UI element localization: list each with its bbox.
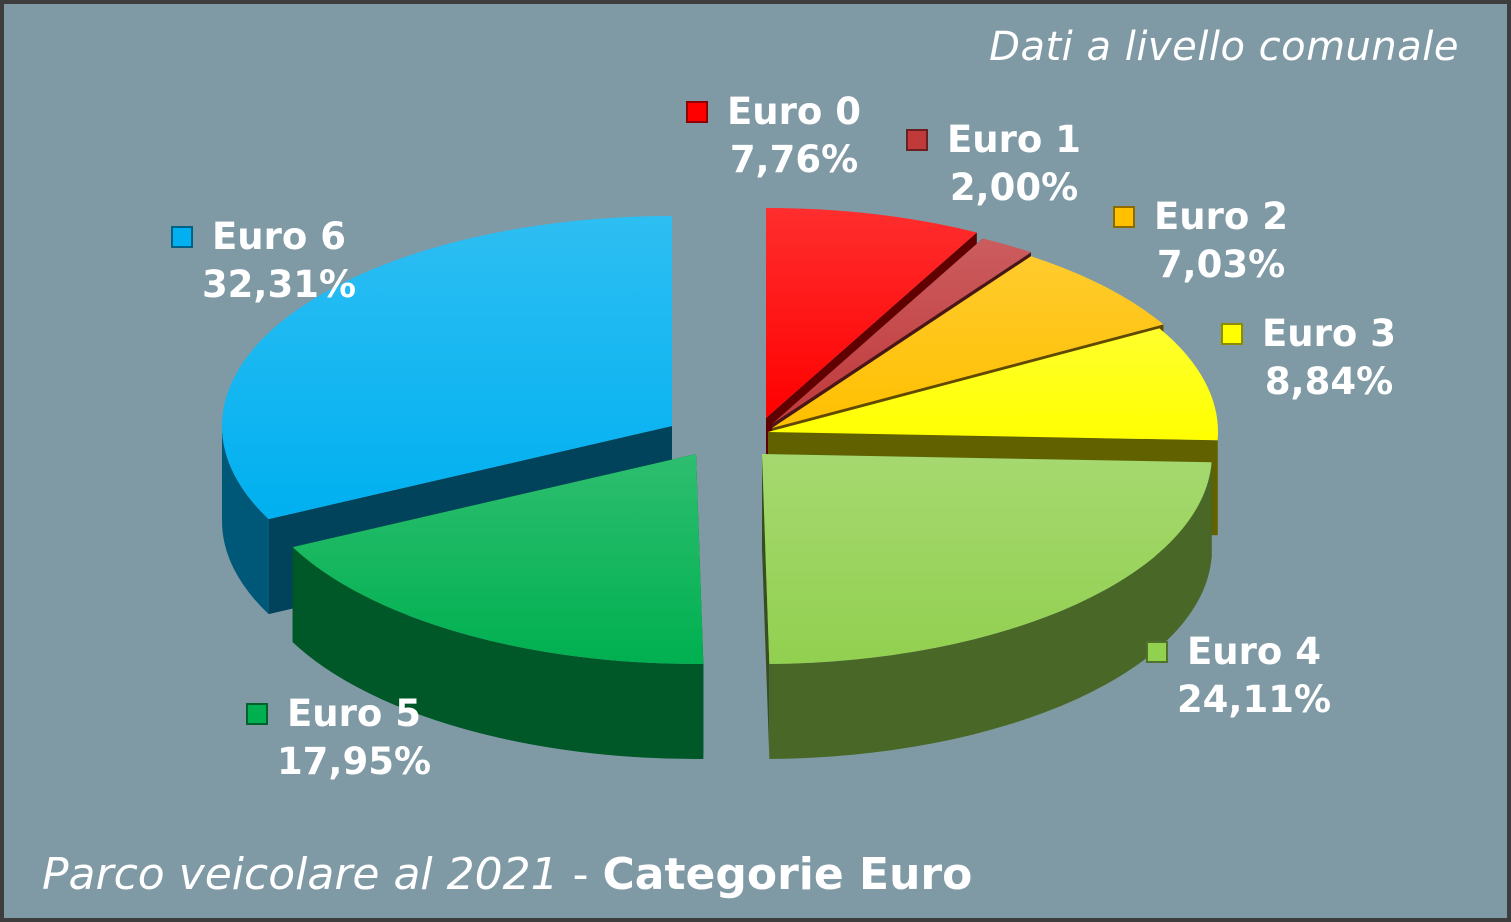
chart-title-strong: Categorie Euro xyxy=(602,849,973,900)
label-euro-0: Euro 0 7,76% xyxy=(686,90,861,181)
legend-marker-euro-2 xyxy=(1113,206,1135,228)
legend-marker-euro-1 xyxy=(906,129,928,151)
legend-marker-euro-6 xyxy=(171,226,193,248)
label-name-euro-5: Euro 5 xyxy=(287,692,421,735)
chart-title: Parco veicolare al 2021 - Categorie Euro xyxy=(42,849,972,900)
label-euro-1: Euro 1 2,00% xyxy=(906,118,1081,209)
label-name-euro-6: Euro 6 xyxy=(212,215,346,258)
pie-slice-euro-5-wall xyxy=(292,547,704,759)
label-name-euro-1: Euro 1 xyxy=(947,118,1081,161)
label-value-euro-2: 7,03% xyxy=(1157,243,1285,286)
pie-slice-euro-3-shine xyxy=(768,328,1218,441)
pie-slice-euro-4-side-1 xyxy=(762,454,770,759)
label-euro-2: Euro 2 7,03% xyxy=(1113,195,1288,286)
label-euro-4: Euro 4 24,11% xyxy=(1146,630,1331,721)
label-value-euro-6: 32,31% xyxy=(202,263,356,306)
legend-marker-euro-0 xyxy=(686,101,708,123)
chart-title-separator: - xyxy=(572,849,589,900)
label-name-euro-2: Euro 2 xyxy=(1154,195,1288,238)
legend-marker-euro-3 xyxy=(1221,323,1243,345)
pie-slice-euro-6-shine xyxy=(221,216,672,520)
pie-chart: Euro 0 7,76% Euro 1 2,00% Euro 2 7,03% Euro 3 8… xyxy=(171,90,1396,783)
label-value-euro-1: 2,00% xyxy=(950,166,1078,209)
label-name-euro-3: Euro 3 xyxy=(1262,312,1396,355)
pie-slice-euro-4-shine xyxy=(762,454,1212,664)
label-value-euro-0: 7,76% xyxy=(730,138,858,181)
label-value-euro-3: 8,84% xyxy=(1265,360,1393,403)
label-name-euro-4: Euro 4 xyxy=(1187,630,1321,673)
label-euro-5: Euro 5 17,95% xyxy=(246,692,431,783)
pie-labels: Euro 0 7,76% Euro 1 2,00% Euro 2 7,03% Euro 3 8… xyxy=(171,90,1396,783)
pie-slice-euro-1-shine xyxy=(772,238,1031,424)
label-euro-3: Euro 3 8,84% xyxy=(1221,312,1396,403)
label-value-euro-5: 17,95% xyxy=(277,740,431,783)
label-name-euro-0: Euro 0 xyxy=(727,90,861,133)
pie-slice-euro-4 xyxy=(762,454,1212,759)
pie-slice-euro-2-shine xyxy=(772,256,1164,428)
chart-subtitle: Dati a livello comunale xyxy=(989,24,1459,70)
label-value-euro-4: 24,11% xyxy=(1177,678,1331,721)
legend-marker-euro-5 xyxy=(246,703,268,725)
legend-marker-euro-4 xyxy=(1146,641,1168,663)
pie-slice-euro-0-shine xyxy=(766,208,977,418)
pie-slice-euro-4-wall xyxy=(769,462,1212,759)
pie-slice-euro-6-wall xyxy=(222,426,269,615)
chart-title-lead: Parco veicolare al 2021 xyxy=(42,849,559,900)
label-euro-6: Euro 6 32,31% xyxy=(171,215,356,306)
pie-slice-euro-5-shine xyxy=(292,454,704,664)
pie-slice-euro-5 xyxy=(292,454,704,759)
pie-slices xyxy=(221,208,1218,759)
